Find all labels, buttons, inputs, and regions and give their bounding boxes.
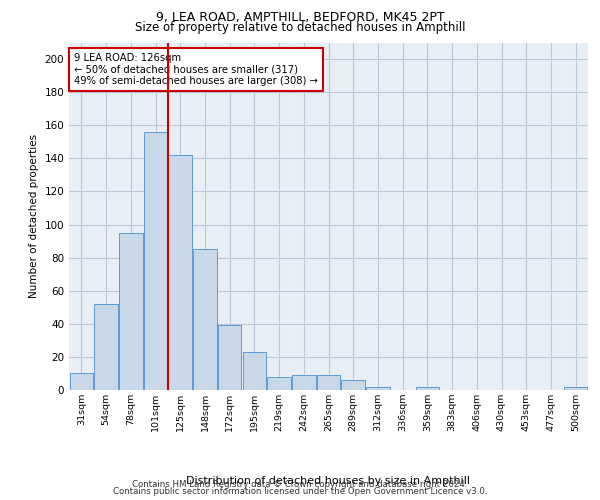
Bar	[416, 386, 439, 390]
Bar	[193, 250, 217, 390]
Bar	[341, 380, 365, 390]
Text: Size of property relative to detached houses in Ampthill: Size of property relative to detached ho…	[135, 22, 465, 35]
Bar	[144, 132, 167, 390]
Bar	[564, 386, 587, 390]
Bar	[119, 233, 143, 390]
Text: 9, LEA ROAD, AMPTHILL, BEDFORD, MK45 2PT: 9, LEA ROAD, AMPTHILL, BEDFORD, MK45 2PT	[155, 11, 445, 24]
Bar	[94, 304, 118, 390]
Bar	[317, 375, 340, 390]
Bar	[292, 375, 316, 390]
Bar	[169, 155, 192, 390]
Bar	[366, 386, 389, 390]
Text: 9 LEA ROAD: 126sqm
← 50% of detached houses are smaller (317)
49% of semi-detach: 9 LEA ROAD: 126sqm ← 50% of detached hou…	[74, 53, 318, 86]
Y-axis label: Number of detached properties: Number of detached properties	[29, 134, 39, 298]
Text: Contains public sector information licensed under the Open Government Licence v3: Contains public sector information licen…	[113, 487, 487, 496]
X-axis label: Distribution of detached houses by size in Ampthill: Distribution of detached houses by size …	[187, 476, 470, 486]
Bar	[268, 377, 291, 390]
Text: Contains HM Land Registry data © Crown copyright and database right 2024.: Contains HM Land Registry data © Crown c…	[132, 480, 468, 489]
Bar	[70, 374, 93, 390]
Bar	[242, 352, 266, 390]
Bar	[218, 326, 241, 390]
